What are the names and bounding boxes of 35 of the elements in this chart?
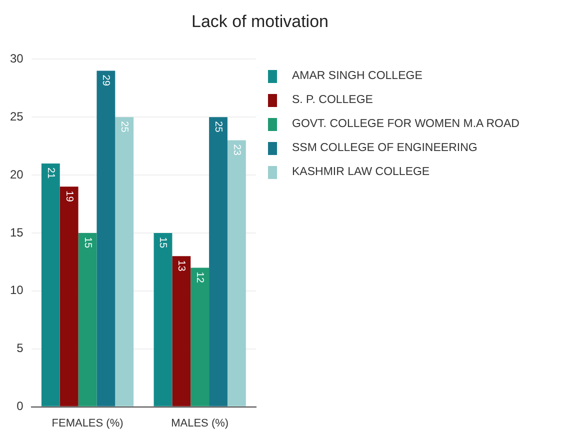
data-label: 13 (176, 260, 187, 272)
bar (78, 233, 97, 406)
data-label: 21 (44, 167, 56, 180)
data-label: 15 (82, 237, 93, 249)
legend-label: KASHMIR LAW COLLEGE (292, 166, 430, 178)
bar (190, 268, 210, 406)
bar (60, 186, 78, 406)
legend-label: GOVT. COLLEGE FOR WOMEN M.A ROAD (292, 118, 520, 130)
y-tick-label: 10 (10, 283, 24, 298)
data-label: 19 (63, 190, 74, 202)
bar (172, 256, 191, 406)
data-label: 23 (230, 144, 242, 156)
bar (227, 140, 246, 406)
y-tick-label: 0 (16, 399, 24, 414)
bar (209, 117, 228, 406)
x-tick-label: MALES (%) (171, 417, 229, 430)
bar (96, 70, 116, 406)
legend-label: SSM COLLEGE OF ENGINEERING (292, 142, 478, 154)
bar (154, 233, 172, 406)
chart-title: Lack of motivation (190, 12, 330, 32)
data-label: 12 (194, 272, 206, 284)
data-label: 25 (118, 121, 130, 133)
bar (115, 117, 134, 406)
data-label: 15 (157, 237, 168, 249)
bar (41, 163, 60, 406)
y-tick-label: 15 (10, 225, 24, 240)
data-label: 29 (100, 74, 112, 86)
y-tick-label: 30 (10, 52, 24, 66)
legend-label: S. P. COLLEGE (292, 94, 373, 106)
x-tick-label: FEMALES (%) (52, 417, 124, 430)
y-tick-label: 5 (16, 341, 24, 356)
data-label: 25 (212, 121, 224, 133)
legend-label: AMAR SINGH COLLEGE (292, 70, 422, 82)
y-tick-label: 20 (10, 167, 24, 182)
y-tick-label: 25 (10, 109, 24, 124)
